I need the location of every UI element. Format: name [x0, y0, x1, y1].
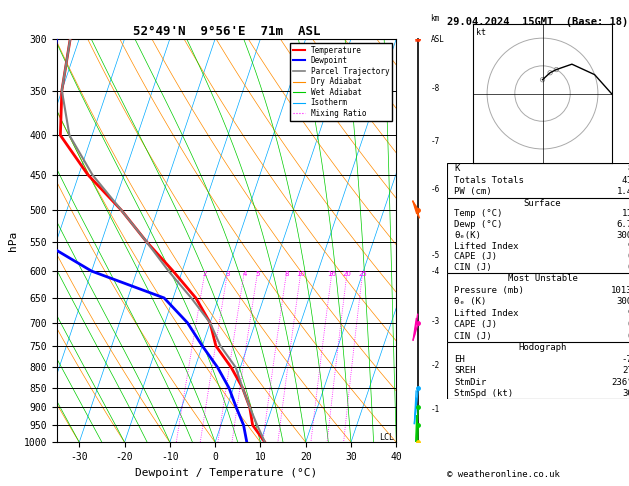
- Text: 300: 300: [616, 297, 629, 306]
- Text: -8: -8: [430, 84, 440, 93]
- Text: 3: 3: [225, 271, 230, 277]
- Title: 52°49'N  9°56'E  71m  ASL: 52°49'N 9°56'E 71m ASL: [133, 25, 320, 38]
- Text: Lifted Index: Lifted Index: [454, 242, 519, 251]
- Text: Lifted Index: Lifted Index: [454, 309, 519, 318]
- Y-axis label: hPa: hPa: [8, 230, 18, 251]
- Text: 1013: 1013: [611, 286, 629, 295]
- X-axis label: Dewpoint / Temperature (°C): Dewpoint / Temperature (°C): [135, 468, 318, 478]
- Text: Hodograph: Hodograph: [518, 344, 567, 352]
- Text: 6.7: 6.7: [616, 220, 629, 229]
- Text: 0: 0: [627, 320, 629, 330]
- Text: 9: 9: [627, 242, 629, 251]
- Text: 1.4: 1.4: [616, 188, 629, 196]
- Text: θₑ(K): θₑ(K): [454, 231, 481, 240]
- Text: EH: EH: [454, 355, 465, 364]
- Text: 27: 27: [622, 366, 629, 375]
- Text: 29.04.2024  15GMT  (Base: 18): 29.04.2024 15GMT (Base: 18): [447, 17, 628, 27]
- Text: Dewp (°C): Dewp (°C): [454, 220, 503, 229]
- Text: 0: 0: [627, 253, 629, 261]
- Text: Pressure (mb): Pressure (mb): [454, 286, 524, 295]
- Text: 8: 8: [284, 271, 289, 277]
- Text: θₑ (K): θₑ (K): [454, 297, 486, 306]
- Text: 11: 11: [622, 209, 629, 218]
- Text: 300: 300: [616, 231, 629, 240]
- Text: CIN (J): CIN (J): [454, 263, 492, 272]
- Text: 25: 25: [359, 271, 367, 277]
- Text: SREH: SREH: [454, 366, 476, 375]
- Text: -1: -1: [430, 405, 440, 414]
- Text: CAPE (J): CAPE (J): [454, 253, 498, 261]
- Text: -7: -7: [430, 137, 440, 146]
- Text: 8: 8: [627, 164, 629, 173]
- Text: 30: 30: [622, 389, 629, 398]
- Text: 16: 16: [328, 271, 337, 277]
- Text: 4: 4: [242, 271, 247, 277]
- Text: ASL: ASL: [430, 35, 444, 44]
- Text: km: km: [430, 14, 440, 23]
- Text: -7: -7: [622, 355, 629, 364]
- Text: StmDir: StmDir: [454, 378, 486, 387]
- Text: K: K: [454, 164, 460, 173]
- Text: 9: 9: [627, 309, 629, 318]
- Text: -3: -3: [430, 317, 440, 326]
- Text: 0: 0: [627, 332, 629, 341]
- Text: -4: -4: [430, 267, 440, 276]
- Text: 10: 10: [296, 271, 306, 277]
- Text: -5: -5: [430, 251, 440, 260]
- Text: PW (cm): PW (cm): [454, 188, 492, 196]
- Text: 0: 0: [627, 263, 629, 272]
- Text: LCL: LCL: [379, 434, 394, 442]
- Text: kt: kt: [476, 29, 486, 37]
- Text: Temp (°C): Temp (°C): [454, 209, 503, 218]
- Legend: Temperature, Dewpoint, Parcel Trajectory, Dry Adiabat, Wet Adiabat, Isotherm, Mi: Temperature, Dewpoint, Parcel Trajectory…: [290, 43, 392, 121]
- Text: StmSpd (kt): StmSpd (kt): [454, 389, 513, 398]
- Text: 236°: 236°: [611, 378, 629, 387]
- Text: CAPE (J): CAPE (J): [454, 320, 498, 330]
- Text: 20: 20: [343, 271, 352, 277]
- Text: 2: 2: [203, 271, 207, 277]
- Text: -2: -2: [430, 361, 440, 370]
- Text: -6: -6: [430, 185, 440, 194]
- Text: Most Unstable: Most Unstable: [508, 275, 577, 283]
- Text: 5: 5: [255, 271, 260, 277]
- Text: 41: 41: [622, 176, 629, 185]
- Text: CIN (J): CIN (J): [454, 332, 492, 341]
- Text: Totals Totals: Totals Totals: [454, 176, 524, 185]
- Text: © weatheronline.co.uk: © weatheronline.co.uk: [447, 469, 559, 479]
- Text: Surface: Surface: [524, 199, 561, 208]
